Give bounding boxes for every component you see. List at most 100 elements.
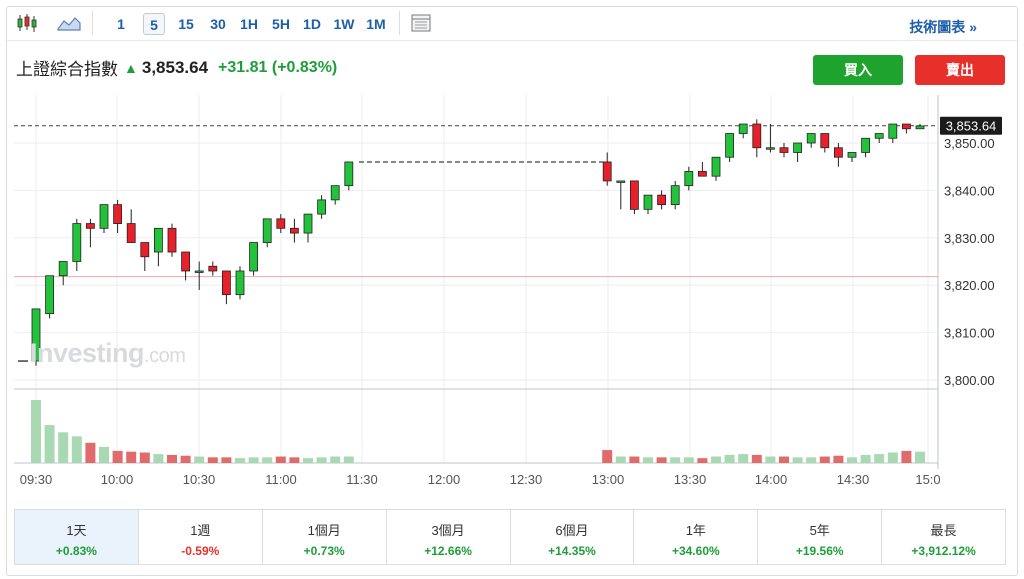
sell-button[interactable]: 賣出 xyxy=(915,55,1005,85)
volume-bar xyxy=(847,457,857,463)
volume-bar xyxy=(262,457,273,463)
volume-bar xyxy=(670,457,681,463)
volume-bar xyxy=(751,454,762,463)
timeframe-1[interactable]: 1 xyxy=(117,16,125,32)
candle-body xyxy=(834,147,843,158)
timeframe-15[interactable]: 15 xyxy=(178,16,194,32)
candle-body xyxy=(793,142,802,153)
period-tab[interactable]: 5年 +19.56% xyxy=(758,510,883,564)
y-tick-label: 3,850.00 xyxy=(944,136,995,151)
volume-bar xyxy=(792,457,803,463)
volume-bar xyxy=(738,454,749,463)
candle-body xyxy=(847,152,857,158)
candle-body xyxy=(657,194,666,206)
x-tick-label: 09:30 xyxy=(20,472,53,487)
timeframe-1M[interactable]: 1M xyxy=(366,16,386,32)
volume-bar xyxy=(85,442,96,463)
period-change: +12.66% xyxy=(424,544,472,558)
candle-body xyxy=(902,123,911,130)
candle-body xyxy=(670,185,680,206)
period-change: +14.35% xyxy=(548,544,596,558)
period-tab[interactable]: 1年 +34.60% xyxy=(634,510,759,564)
volume-bar xyxy=(833,455,844,463)
x-tick-label: 10:00 xyxy=(101,472,134,487)
x-tick-label: 14:00 xyxy=(755,472,788,487)
candlestick-icon[interactable] xyxy=(13,11,41,35)
volume-bar xyxy=(779,456,789,463)
candle-body xyxy=(766,147,775,150)
period-label: 最長 xyxy=(930,523,957,538)
period-tab[interactable]: 1個月 +0.73% xyxy=(263,510,387,564)
timeframe-5H[interactable]: 5H xyxy=(272,16,290,32)
candle-body xyxy=(153,227,163,253)
x-tick-label: 10:30 xyxy=(183,472,216,487)
candle-body xyxy=(874,133,884,139)
area-chart-icon[interactable] xyxy=(55,11,83,35)
up-arrow-icon: ▲ xyxy=(124,59,138,76)
period-label: 1年 xyxy=(685,523,706,538)
quote-header: 上證綜合指數 ▲ 3,853.64 +31.81 (+0.83%) xyxy=(16,55,337,80)
candle-body xyxy=(711,156,721,177)
period-tab[interactable]: 6個月 +14.35% xyxy=(511,510,635,564)
period-label: 5年 xyxy=(809,523,830,538)
x-tick-label: 15:0 xyxy=(915,472,940,487)
x-tick-label: 13:30 xyxy=(674,472,707,487)
volume-bar xyxy=(629,456,640,463)
last-price: 3,853.64 xyxy=(141,57,209,77)
candle-body xyxy=(113,204,122,224)
candle-body xyxy=(58,261,68,277)
timeframe-30[interactable]: 30 xyxy=(210,16,226,32)
buy-button[interactable]: 買入 xyxy=(813,55,903,85)
timeframe-1W[interactable]: 1W xyxy=(333,16,355,32)
timeframe-5[interactable]: 5 xyxy=(143,13,165,35)
period-change: +19.56% xyxy=(795,544,844,558)
candle-body xyxy=(602,161,612,182)
volume-bar xyxy=(275,456,286,463)
y-tick-label: 3,800.00 xyxy=(944,373,995,388)
timeframe-1D[interactable]: 1D xyxy=(303,16,321,32)
candle-body xyxy=(861,137,870,153)
period-label: 1個月 xyxy=(307,523,341,538)
candle-body xyxy=(181,251,191,272)
candle-body xyxy=(86,223,95,229)
volume-bar xyxy=(303,458,313,463)
volume-bar xyxy=(126,451,137,463)
volume-bar xyxy=(207,457,218,463)
candle-body xyxy=(643,194,653,210)
candle-body xyxy=(235,270,245,296)
candle-body xyxy=(303,213,313,234)
period-tab[interactable]: 1天 +0.83% xyxy=(15,510,139,564)
price-chart[interactable]: 3,850.00 3,840.00 3,830.00 3,820.00 3,810.00… xyxy=(0,0,1024,500)
period-tab[interactable]: 1週 -0.59% xyxy=(139,510,263,564)
timeframe-1H[interactable]: 1H xyxy=(240,16,258,32)
candle-body xyxy=(820,133,830,149)
y-tick-label: 3,820.00 xyxy=(944,278,995,293)
x-tick-label: 12:00 xyxy=(428,472,461,487)
current-price-label: 3,853.64 xyxy=(946,119,997,134)
candle-body xyxy=(140,242,150,258)
period-change: -0.59% xyxy=(181,544,220,558)
volume-bar xyxy=(819,456,830,463)
volume-bar xyxy=(289,457,300,463)
volume-bar xyxy=(683,457,694,463)
x-tick-label: 11:00 xyxy=(265,472,297,487)
y-tick-label: 3,840.00 xyxy=(944,183,995,198)
candle-body xyxy=(276,218,286,229)
x-tick-label: 12:30 xyxy=(510,472,543,487)
candle-body xyxy=(221,270,231,296)
volume-bar xyxy=(887,452,898,463)
candle-body xyxy=(167,227,177,253)
volume-bar xyxy=(221,457,232,463)
technical-chart-link[interactable]: 技術圖表 » xyxy=(909,19,977,35)
period-tab[interactable]: 最長 +3,912.12% xyxy=(882,510,1005,564)
period-tab[interactable]: 3個月 +12.66% xyxy=(387,510,511,564)
candle-body xyxy=(738,123,748,134)
volume-bar xyxy=(112,450,123,463)
x-tick-label: 13:00 xyxy=(592,472,625,487)
volume-bar xyxy=(139,452,150,463)
candle-body xyxy=(126,223,136,243)
table-icon[interactable] xyxy=(409,11,433,35)
volume-bar xyxy=(765,456,776,463)
volume-bar xyxy=(58,432,69,463)
candle-body xyxy=(45,275,54,315)
